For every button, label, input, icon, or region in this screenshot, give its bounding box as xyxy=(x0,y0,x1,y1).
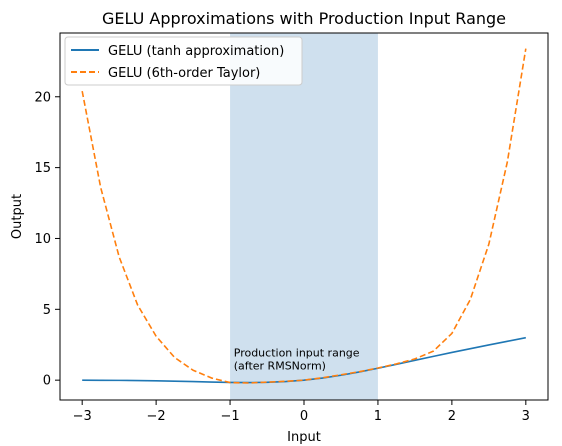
series-line-tanh xyxy=(82,336,526,384)
chart-title: GELU Approximations with Production Inpu… xyxy=(102,9,506,28)
x-axis-label: Input xyxy=(287,430,321,445)
annotation-line-1: Production input range xyxy=(234,347,360,360)
x-tick-label: −1 xyxy=(220,409,239,424)
y-tick-label: 15 xyxy=(34,161,51,176)
x-tick-label: 2 xyxy=(448,409,456,424)
production-range-shading xyxy=(230,33,378,400)
x-tick-label: 0 xyxy=(300,409,308,424)
y-tick-label: 20 xyxy=(34,90,51,105)
x-tick-label: 1 xyxy=(374,409,382,424)
x-axis: −3 −2 −1 0 1 2 3 xyxy=(73,400,530,424)
plot-area xyxy=(81,33,527,400)
series-line-taylor xyxy=(81,48,527,384)
x-tick-label: −2 xyxy=(147,409,166,424)
annotation-line-2: (after RMSNorm) xyxy=(234,360,326,373)
legend-label-taylor: GELU (6th-order Taylor) xyxy=(108,66,260,81)
y-axis: 0 5 10 15 20 xyxy=(34,90,60,389)
x-tick-label: 3 xyxy=(522,409,530,424)
legend-box xyxy=(64,36,303,86)
legend-label-tanh: GELU (tanh approximation) xyxy=(108,44,284,59)
legend: GELU (tanh approximation) GELU (6th-orde… xyxy=(64,36,303,86)
y-tick-label: 5 xyxy=(43,303,51,318)
y-axis-label: Output xyxy=(10,194,25,239)
y-tick-label: 0 xyxy=(43,374,51,389)
x-tick-label: −3 xyxy=(73,409,92,424)
y-tick-label: 10 xyxy=(34,232,51,247)
